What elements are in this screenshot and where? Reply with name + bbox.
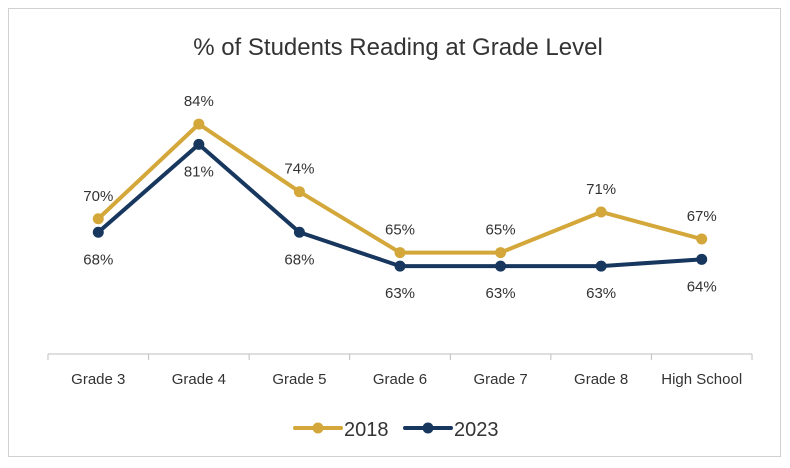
- data-point: [495, 247, 507, 259]
- x-tick-label: Grade 4: [172, 371, 226, 388]
- data-label: 74%: [284, 161, 314, 178]
- legend-item-2018: 2018: [293, 419, 389, 441]
- data-label: 71%: [586, 181, 616, 198]
- legend-marker: [312, 422, 324, 434]
- data-point: [193, 138, 205, 150]
- chart-frame: [8, 8, 781, 457]
- data-point: [696, 253, 708, 265]
- x-tick-label: Grade 7: [473, 371, 527, 388]
- x-tick-label: High School: [661, 371, 742, 388]
- data-label: 63%: [385, 285, 415, 302]
- legend-label: 2018: [344, 419, 389, 441]
- data-point: [92, 226, 104, 238]
- data-label: 63%: [586, 285, 616, 302]
- series-2023: 68% 81% 68% 63% 63% 63% 64%: [83, 138, 717, 302]
- data-point: [595, 206, 607, 218]
- data-label: 68%: [83, 251, 113, 268]
- data-point: [394, 247, 406, 259]
- data-point: [193, 118, 205, 130]
- data-point: [394, 260, 406, 272]
- legend-marker: [422, 422, 434, 434]
- data-label: 70%: [83, 188, 113, 205]
- data-label: 64%: [687, 278, 717, 295]
- x-tick-label: Grade 5: [272, 371, 326, 388]
- chart-title: % of Students Reading at Grade Level: [193, 34, 603, 61]
- data-label: 63%: [486, 285, 516, 302]
- x-tick-label: Grade 3: [71, 371, 125, 388]
- data-label: 65%: [385, 222, 415, 239]
- x-tick-label: Grade 8: [574, 371, 628, 388]
- legend-item-2023: 2023: [403, 419, 499, 441]
- data-label: 68%: [284, 251, 314, 268]
- data-point: [495, 260, 507, 272]
- data-point: [293, 226, 305, 238]
- data-label: 65%: [486, 222, 516, 239]
- data-label: 81%: [184, 163, 214, 180]
- data-point: [293, 186, 305, 198]
- series-2018: 70% 84% 74% 65% 65% 71% 67%: [83, 93, 717, 259]
- data-label: 67%: [687, 208, 717, 225]
- data-label: 84%: [184, 93, 214, 110]
- legend-label: 2023: [454, 419, 499, 441]
- data-point: [595, 260, 607, 272]
- data-point: [696, 233, 708, 245]
- data-point: [92, 213, 104, 225]
- x-tick-label: Grade 6: [373, 371, 427, 388]
